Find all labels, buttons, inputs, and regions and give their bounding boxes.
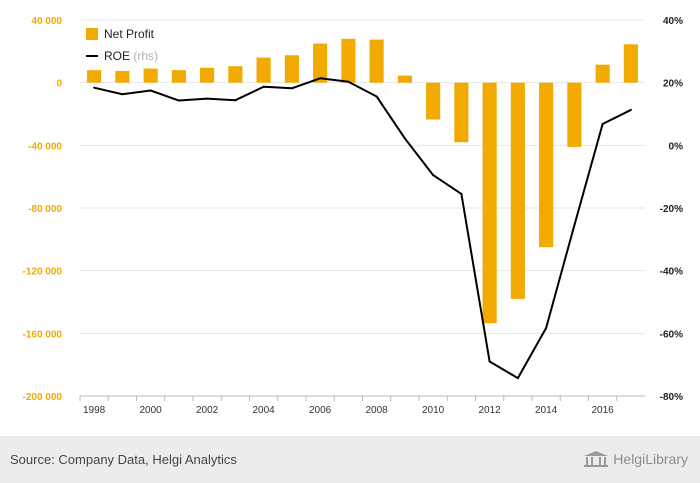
- y-right-tick-label: -40%: [660, 267, 683, 278]
- bar-net-profit: [284, 55, 299, 83]
- combo-chart: 40 000 0 -40 000 -80 000 -120 000 -160 000 -20…: [23, 16, 684, 416]
- roe-point: [149, 89, 152, 92]
- roe-point: [488, 360, 491, 363]
- roe-point: [93, 86, 96, 89]
- y-right-tick-label: 20%: [663, 79, 683, 90]
- bar-net-profit: [397, 75, 412, 83]
- roe-point: [347, 80, 350, 83]
- footer: Source: Company Data, Helgi Analytics He…: [0, 436, 700, 483]
- bar-net-profit: [200, 67, 215, 83]
- legend-label-net-profit: Net Profit: [104, 27, 155, 41]
- bar-net-profit: [256, 57, 271, 83]
- roe-point: [545, 327, 548, 330]
- legend-swatch-net-profit: [86, 28, 98, 40]
- bar-net-profit: [567, 82, 582, 147]
- x-tick-label: 2016: [592, 405, 615, 416]
- roe-point: [262, 85, 265, 88]
- bar-net-profit: [171, 70, 186, 83]
- y-left-tick-label: -200 000: [23, 392, 63, 403]
- y-left-tick-label: -160 000: [23, 329, 63, 340]
- y-left-tick-label: 40 000: [31, 16, 62, 27]
- roe-point: [629, 108, 632, 111]
- roe-point: [290, 87, 293, 90]
- bar-net-profit: [595, 64, 610, 83]
- x-tick-label: 2002: [196, 405, 219, 416]
- roe-point: [177, 99, 180, 102]
- bank-building-icon: [584, 451, 609, 467]
- x-tick-label: 2012: [479, 405, 502, 416]
- roe-point: [403, 137, 406, 140]
- brand-logo[interactable]: HelgiLibrary: [583, 450, 688, 468]
- roe-point: [601, 123, 604, 126]
- y-left-tick-label: -120 000: [23, 267, 63, 278]
- x-tick-label: 2004: [253, 405, 276, 416]
- bar-net-profit: [510, 82, 525, 299]
- bar-net-profit: [454, 82, 469, 143]
- bar-net-profit: [482, 82, 497, 324]
- x-tick-label: 2000: [140, 405, 163, 416]
- net-profit-bars: [87, 38, 638, 324]
- legend: Net Profit ROE (rhs): [86, 27, 158, 63]
- bar-net-profit: [87, 70, 102, 83]
- roe-point: [234, 99, 237, 102]
- bar-net-profit: [341, 38, 356, 83]
- y-right-tick-label: 0%: [669, 141, 684, 152]
- y-right-tick-label: 40%: [663, 16, 683, 27]
- y-left-tick-label: -80 000: [28, 204, 62, 215]
- roe-line: [93, 77, 632, 380]
- y-left-tick-label: 0: [56, 79, 62, 90]
- brand-name: HelgiLibrary: [613, 451, 688, 467]
- roe-point: [121, 93, 124, 96]
- y-right-tick-label: -80%: [660, 392, 683, 403]
- x-tick-label: 2014: [535, 405, 558, 416]
- gridlines: [80, 19, 645, 397]
- roe-point: [432, 174, 435, 177]
- bar-net-profit: [426, 82, 441, 120]
- axes: 40 000 0 -40 000 -80 000 -120 000 -160 000 -20…: [23, 16, 684, 416]
- bar-net-profit: [313, 43, 328, 83]
- bar-net-profit: [143, 68, 158, 83]
- y-right-tick-label: -60%: [660, 329, 683, 340]
- roe-point: [319, 77, 322, 80]
- y-left-tick-label: -40 000: [28, 141, 62, 152]
- y-right-tick-label: -20%: [660, 204, 683, 215]
- roe-point: [375, 95, 378, 98]
- roe-point: [206, 97, 209, 100]
- x-tick-label: 2008: [366, 405, 389, 416]
- x-tick-label: 2010: [422, 405, 445, 416]
- bar-net-profit: [623, 44, 638, 83]
- roe-point: [460, 192, 463, 195]
- bar-net-profit: [115, 70, 130, 83]
- bar-net-profit: [369, 39, 384, 83]
- bar-net-profit: [228, 66, 243, 83]
- roe-line-layer: [93, 77, 632, 380]
- bar-net-profit: [539, 82, 554, 248]
- x-tick-label: 2006: [309, 405, 332, 416]
- roe-point: [573, 224, 576, 227]
- legend-label-roe: ROE (rhs): [104, 49, 158, 63]
- x-tick-label: 1998: [83, 405, 106, 416]
- source-note: Source: Company Data, Helgi Analytics: [10, 452, 237, 467]
- roe-point: [516, 377, 519, 380]
